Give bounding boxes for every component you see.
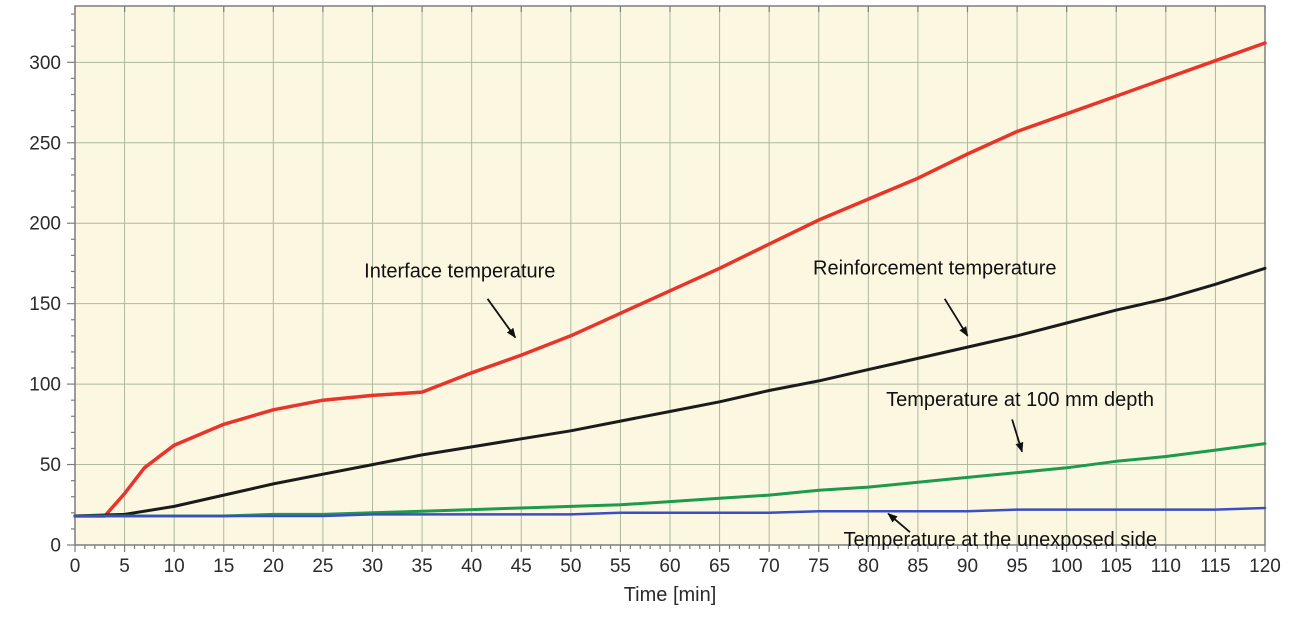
y-tick-label: 200: [29, 214, 61, 235]
x-tick-label: 15: [213, 556, 234, 577]
x-tick-label: 50: [560, 556, 581, 577]
x-tick-label: 55: [610, 556, 631, 577]
x-tick-label: 25: [312, 556, 333, 577]
annotation: Temperature at the unexposed side: [843, 512, 1157, 551]
x-tick-label: 10: [164, 556, 185, 577]
series-line-temperature-at-the-unexposed-side: [73, 506, 1267, 518]
x-tick-label: 45: [511, 556, 532, 577]
annotation: Interface temperature: [364, 260, 555, 339]
x-tick-label: 100: [1051, 556, 1083, 577]
x-tick-labels: 0 5 10 15 20 25 30 35 40 45 50 55 60 65 70 75 80 85 90 95 10…: [70, 556, 1281, 577]
x-tick-label: 80: [858, 556, 879, 577]
annotation-label: Temperature at 100 mm depth: [886, 389, 1154, 411]
y-tick-label: 0: [50, 536, 61, 557]
x-tick-label: 120: [1249, 556, 1281, 577]
x-tick-label: 30: [362, 556, 383, 577]
x-tick-label: 115: [1200, 556, 1230, 577]
x-tick-label: 65: [709, 556, 730, 577]
series-line-temperature-at-100-mm-depth: [73, 442, 1267, 518]
y-tick-labels: 0 50 100 150 200 250 300: [29, 53, 61, 557]
x-tick-label: 75: [808, 556, 829, 577]
x-tick-label: 110: [1151, 556, 1181, 577]
annotation-label: Reinforcement temperature: [813, 257, 1056, 279]
annotation-arrow: [486, 298, 517, 339]
x-tick-label: 0: [70, 556, 81, 577]
y-tick-label: 150: [29, 294, 61, 315]
series-line-reinforcement-temperature: [73, 266, 1267, 518]
annotation-arrow: [887, 512, 911, 533]
x-tick-label: 70: [759, 556, 780, 577]
annotation: Temperature at 100 mm depth: [886, 389, 1154, 453]
y-tick-label: 250: [29, 133, 61, 154]
x-tick-label: 95: [1007, 556, 1028, 577]
annotation-arrow: [943, 298, 969, 337]
x-tick-label: 90: [957, 556, 978, 577]
x-tick-label: 35: [412, 556, 433, 577]
y-tick-label: 50: [40, 455, 61, 476]
x-axis-title: Time [min]: [624, 584, 717, 606]
plot-border: [74, 5, 1266, 546]
x-tick-label: 40: [461, 556, 482, 577]
x-tick-label: 20: [263, 556, 284, 577]
annotation-arrow: [1011, 419, 1024, 453]
x-tick-label: 60: [659, 556, 680, 577]
y-tick-label: 300: [29, 53, 61, 74]
series-line-interface-temperature: [73, 41, 1267, 518]
annotation-label: Temperature at the unexposed side: [843, 529, 1157, 551]
y-tick-label: 100: [29, 375, 61, 396]
x-tick-label: 85: [907, 556, 928, 577]
annotation-label: Interface temperature: [364, 260, 555, 282]
x-tick-label: 5: [119, 556, 130, 577]
annotation: Reinforcement temperature: [813, 257, 1057, 337]
x-tick-label: 105: [1100, 556, 1132, 577]
